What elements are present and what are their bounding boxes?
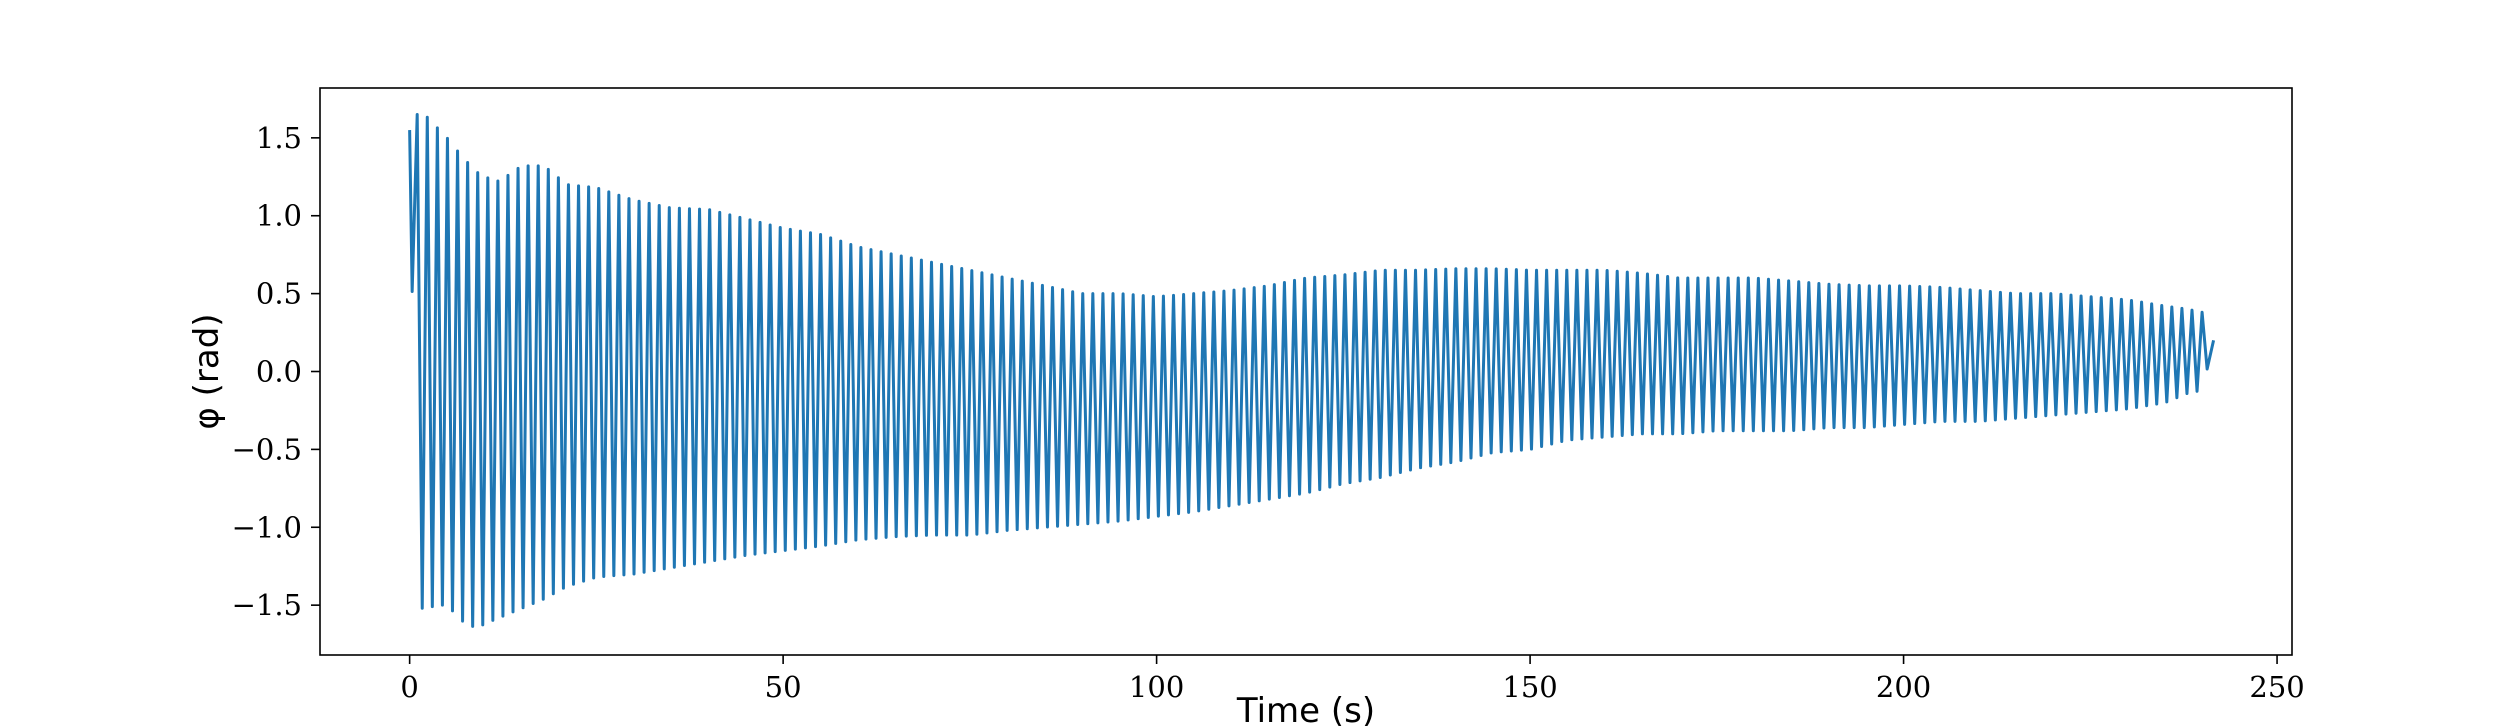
plot-frame — [319, 87, 2293, 656]
x-tick-label: 250 — [2249, 670, 2304, 704]
y-tick-label: −0.5 — [232, 432, 302, 466]
y-tick-label: 0.0 — [256, 355, 302, 389]
y-tick-label: 1.0 — [256, 199, 302, 233]
series-layer — [408, 112, 2216, 628]
y-axis-label: φ (rad) — [187, 313, 227, 429]
x-tick-label: 0 — [400, 670, 418, 704]
y-tick-label: −1.5 — [232, 588, 302, 622]
y-tick-label: 0.5 — [256, 277, 302, 311]
y-tick-label: 1.5 — [256, 121, 302, 155]
series-line-0 — [408, 112, 2216, 628]
y-axis-ticks: −1.5 −1.0 −0.5 0.0 0.5 1.0 1.5 — [232, 121, 320, 622]
x-tick-label: 200 — [1876, 670, 1931, 704]
x-tick-label: 150 — [1502, 670, 1557, 704]
x-axis-ticks: 0 50 100 150 200 250 — [400, 655, 2305, 704]
y-tick-label: −1.0 — [232, 510, 302, 544]
x-tick-label: 50 — [765, 670, 802, 704]
x-tick-label: 100 — [1129, 670, 1184, 704]
x-axis-label: Time (s) — [1236, 691, 1375, 726]
